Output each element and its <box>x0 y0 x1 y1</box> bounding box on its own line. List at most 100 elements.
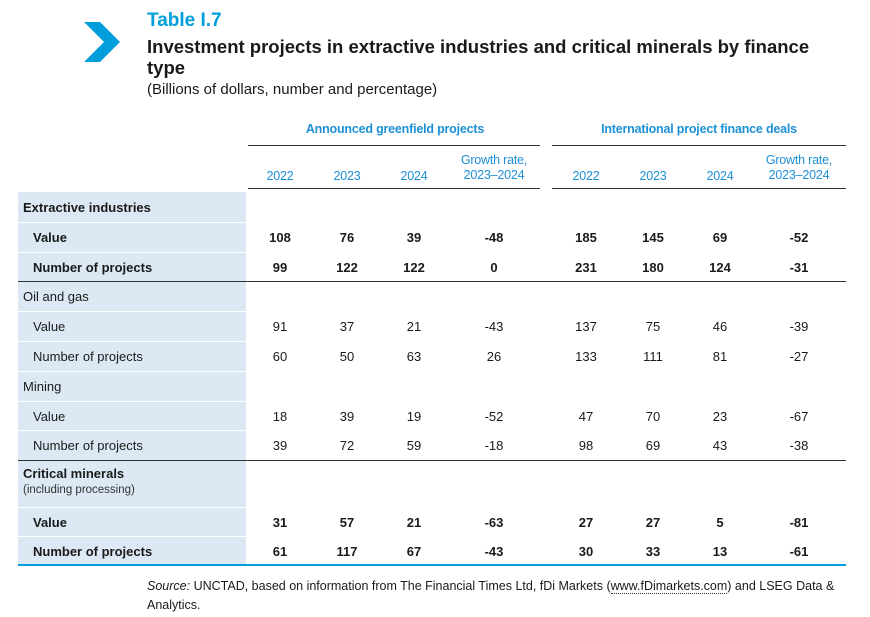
table-cell: -52 <box>484 409 504 424</box>
column-header-2024-finance: 2024 <box>706 169 734 183</box>
table-cell: 43 <box>712 438 728 453</box>
section-label: Critical minerals <box>23 466 125 481</box>
table-cell: -39 <box>789 319 809 334</box>
table-cell: -43 <box>484 544 504 559</box>
table-cell: -52 <box>789 230 809 245</box>
row-label: Value <box>33 409 66 424</box>
table-cell: 46 <box>712 319 728 334</box>
column-header-growth-line2: 2023–2024 <box>768 168 830 182</box>
group-header-greenfield: Announced greenfield projects <box>305 122 485 136</box>
table-cell: -27 <box>789 349 809 364</box>
table-cell: 47 <box>578 409 594 424</box>
table-cell: 27 <box>578 515 594 530</box>
table-cell: 59 <box>406 438 422 453</box>
row-label-background <box>18 371 246 401</box>
header-rule-greenfield <box>248 188 540 189</box>
table-cell: 23 <box>712 409 728 424</box>
table-label: Table I.7 <box>147 10 222 31</box>
row-label: Number of projects <box>33 260 153 275</box>
table-cell: 39 <box>272 438 288 453</box>
column-header-growth-finance: Growth rate, 2023–2024 <box>751 153 847 183</box>
row-label-background <box>18 252 246 281</box>
table-cell: 180 <box>642 260 664 275</box>
table-cell: 124 <box>709 260 731 275</box>
table-cell: 50 <box>339 349 355 364</box>
table-cell: 63 <box>406 349 422 364</box>
table-cell: 26 <box>486 349 502 364</box>
row-label-background <box>18 430 246 460</box>
table-cell: -67 <box>789 409 809 424</box>
table-cell: 33 <box>645 544 661 559</box>
column-header-growth-line1: Growth rate, <box>460 153 528 167</box>
section-label: Extractive industries <box>23 200 151 215</box>
row-label: Number of projects <box>33 349 143 364</box>
column-header-2024-greenfield: 2024 <box>400 169 428 183</box>
table-cell: 18 <box>272 409 288 424</box>
row-label-background <box>18 460 246 507</box>
table-cell: 185 <box>575 230 597 245</box>
column-header-growth-greenfield: Growth rate, 2023–2024 <box>446 153 542 183</box>
section-label: Mining <box>23 379 62 394</box>
table-cell: 39 <box>339 409 355 424</box>
row-separator <box>18 371 846 372</box>
table-cell: 133 <box>575 349 597 364</box>
table-cell: 19 <box>406 409 422 424</box>
table-cell: 21 <box>406 319 422 334</box>
table-cell: -63 <box>484 515 504 530</box>
row-separator <box>18 536 846 537</box>
table-cell: 72 <box>339 438 355 453</box>
row-separator <box>18 252 846 253</box>
table-cell: 99 <box>272 260 288 275</box>
section-label: Oil and gas <box>23 289 89 304</box>
row-separator <box>18 341 846 342</box>
table-cell: -18 <box>484 438 504 453</box>
table-cell: 37 <box>339 319 355 334</box>
row-separator <box>18 222 846 223</box>
table-cell: 81 <box>712 349 728 364</box>
row-label-background <box>18 311 246 341</box>
row-separator <box>18 401 846 402</box>
column-header-growth-line2: 2023–2024 <box>463 168 525 182</box>
table-cell: 75 <box>645 319 661 334</box>
table-cell: 31 <box>272 515 288 530</box>
source-note: Source: UNCTAD, based on information fro… <box>147 577 847 615</box>
group-header-project-finance: International project finance deals <box>601 122 797 136</box>
row-label-background <box>18 536 246 564</box>
table-title: Investment projects in extractive indust… <box>147 36 810 78</box>
table-cell: 231 <box>575 260 597 275</box>
table-cell: 145 <box>642 230 664 245</box>
table-cell: 61 <box>272 544 288 559</box>
source-link[interactable]: www.fDimarkets.com <box>610 579 728 594</box>
table-cell: -38 <box>789 438 809 453</box>
table-cell: 60 <box>272 349 288 364</box>
table-cell: 5 <box>716 515 724 530</box>
table-cell: 108 <box>269 230 291 245</box>
table-cell: 21 <box>406 515 422 530</box>
row-label-background <box>18 507 246 536</box>
table-cell: 69 <box>712 230 728 245</box>
column-header-2022-finance: 2022 <box>572 169 600 183</box>
table-cell: -31 <box>789 260 809 275</box>
row-separator <box>18 311 846 312</box>
header-rule-project-finance <box>552 188 846 189</box>
table-cell: 91 <box>272 319 288 334</box>
column-header-2022-greenfield: 2022 <box>266 169 294 183</box>
column-header-2023-finance: 2023 <box>639 169 667 183</box>
row-label: Number of projects <box>33 544 153 559</box>
row-label: Value <box>33 319 66 334</box>
row-separator <box>18 430 846 431</box>
table-cell: 39 <box>406 230 422 245</box>
source-text-end: ) and LSEG Data & Analytics. <box>147 579 835 612</box>
table-cell: 137 <box>575 319 597 334</box>
column-header-2023-greenfield: 2023 <box>333 169 361 183</box>
table-cell: -61 <box>789 544 809 559</box>
table-cell: 117 <box>336 544 358 559</box>
table-cell: 122 <box>336 260 358 275</box>
row-label-background <box>18 222 246 252</box>
group-rule-greenfield <box>248 145 540 146</box>
column-header-growth-line1: Growth rate, <box>765 153 833 167</box>
table-cell: 67 <box>406 544 422 559</box>
row-label: Value <box>33 515 67 530</box>
table-cell: 122 <box>403 260 425 275</box>
table-cell: 30 <box>578 544 594 559</box>
